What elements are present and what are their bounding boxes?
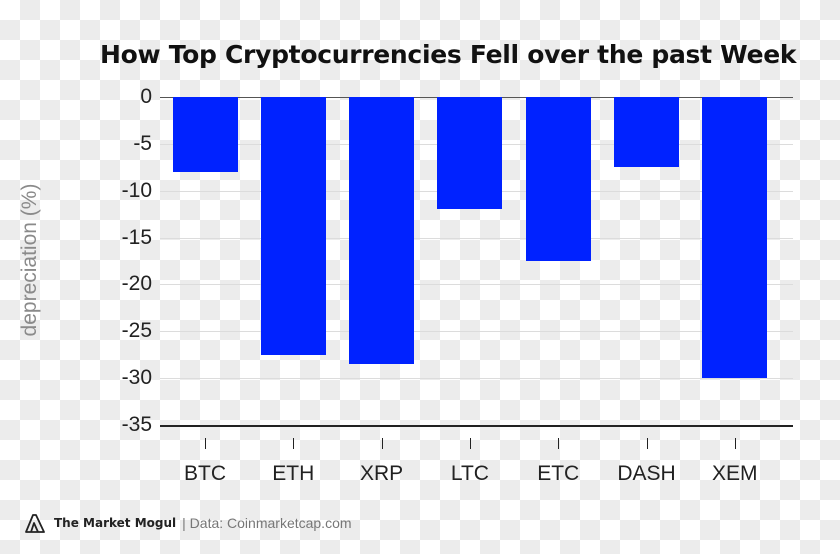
- x-tick: [381, 438, 383, 449]
- chart-title: How Top Cryptocurrencies Fell over the p…: [100, 40, 797, 69]
- bar-xem: [702, 97, 768, 379]
- y-tick-label: -25: [121, 319, 152, 343]
- brand-name: The Market Mogul: [54, 516, 177, 530]
- x-tick-label: XEM: [712, 462, 758, 485]
- bar-ltc: [437, 97, 503, 210]
- y-tick-label: -5: [133, 131, 152, 155]
- market-mogul-logo-icon: [25, 514, 45, 533]
- x-tick-label: XRP: [360, 462, 404, 485]
- y-tick-label: -20: [121, 272, 152, 296]
- y-tick-label: -35: [121, 413, 152, 436]
- gridline: [160, 237, 793, 239]
- bar-eth: [260, 97, 326, 355]
- x-tick-label: BTC: [184, 462, 226, 485]
- x-tick: [205, 438, 206, 449]
- y-tick-label: -15: [121, 225, 152, 249]
- y-tick-label: 0: [140, 85, 152, 108]
- gridline: [160, 284, 793, 286]
- bar-btc: [172, 97, 238, 172]
- gridline: [160, 378, 793, 380]
- x-tick-label: ETH: [272, 462, 315, 485]
- bar-xrp: [349, 97, 415, 365]
- bar-dash: [614, 97, 679, 168]
- footer: The Market Mogul | Data: Coinmarketcap.c…: [24, 512, 352, 534]
- y-tick-label: -30: [121, 366, 152, 390]
- x-axis-line: [160, 425, 793, 427]
- x-tick: [646, 438, 648, 449]
- x-tick: [558, 438, 560, 449]
- x-tick-label: ETC: [537, 462, 580, 485]
- y-axis-label: depreciation (%): [18, 183, 41, 337]
- bar-etc: [525, 97, 591, 261]
- gridline: [160, 331, 793, 333]
- data-source: | Data: Coinmarketcap.com: [182, 515, 352, 531]
- x-tick: [293, 438, 295, 449]
- y-tick-label: -10: [121, 178, 152, 202]
- x-tick: [469, 438, 471, 449]
- x-tick: [734, 438, 736, 449]
- x-tick-label: LTC: [450, 462, 489, 485]
- x-tick-label: DASH: [617, 462, 676, 485]
